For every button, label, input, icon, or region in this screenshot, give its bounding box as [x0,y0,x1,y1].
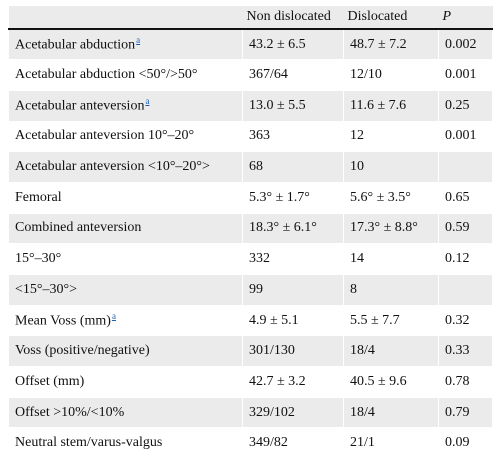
header-empty-cell [8,6,243,30]
row-label: Acetabular anteversion 10°–20° [15,128,195,144]
dislocated-value: 21/1 [343,427,439,460]
p-value: 0.09 [438,427,493,460]
table-row: Acetabular anteversiona 13.0 ± 5.5 11.6 ± … [8,89,493,122]
p-value: 0.59 [438,212,493,245]
dislocated-value: 48.7 ± 7.2 [343,28,439,61]
row-label-cell: Mean Voss (mm)a [8,304,243,337]
dislocated-value: 18/4 [343,335,439,368]
non-dislocated-value: 42.7 ± 3.2 [242,366,344,398]
row-label-cell: Neutral stem/varus-valgus [8,427,243,460]
table-row: Acetabular anteversion 10°–20° 363 12 0.001 [8,120,493,153]
table-row: Voss (positive/negative) 301/130 18/4 0.33 [8,335,493,368]
table-row: Offset (mm) 42.7 ± 3.2 40.5 ± 9.6 0.78 [8,366,493,398]
p-value: 0.001 [438,120,493,153]
non-dislocated-value: 332 [242,243,344,275]
table-row: Femoral 5.3° ± 1.7° 5.6° ± 3.5° 0.65 [8,181,493,214]
row-label-cell: Acetabular abduction <50°/>50° [8,59,243,91]
p-value [438,151,493,183]
row-label-cell: Offset (mm) [8,366,243,398]
dislocated-value: 11.6 ± 7.6 [343,89,439,122]
row-label: <15°–30°> [15,281,77,297]
dislocated-value: 12 [343,120,439,153]
p-value: 0.25 [438,89,493,122]
non-dislocated-value: 68 [242,151,344,183]
non-dislocated-value: 349/82 [242,427,344,460]
p-value: 0.79 [438,396,493,429]
row-label: Acetabular abduction <50°/>50° [15,67,198,83]
row-label: Mean Voss (mm) [15,313,111,329]
table-body: Acetabular abductiona 43.2 ± 6.5 48.7 ± 7.… [8,28,493,460]
p-value: 0.78 [438,366,493,398]
non-dislocated-value: 4.9 ± 5.1 [242,304,344,337]
row-label: Offset (mm) [15,373,85,389]
row-label-cell: Voss (positive/negative) [8,335,243,368]
row-label-cell: Offset >10%/<10% [8,396,243,429]
footnote-link[interactable]: a [136,35,141,46]
dislocated-value: 8 [343,274,439,306]
p-value: 0.002 [438,28,493,61]
dislocated-value: 17.3° ± 8.8° [343,212,439,245]
row-label: Acetabular abduction [15,37,136,53]
row-label: Acetabular anteversion [15,99,145,115]
table-header-row: Non dislocated Dislocated P [8,6,493,30]
p-value: 0.65 [438,181,493,214]
dislocated-value: 5.5 ± 7.7 [343,304,439,337]
table-row: Neutral stem/varus-valgus 349/82 21/1 0.09 [8,427,493,460]
header-non-dislocated: Non dislocated [242,6,344,30]
non-dislocated-value: 367/64 [242,59,344,91]
row-label: Voss (positive/negative) [15,343,150,359]
row-label-cell: Acetabular anteversiona [8,89,243,122]
table-row: Combined anteversion 18.3° ± 6.1° 17.3° ± … [8,212,493,245]
row-label-cell: 15°–30° [8,243,243,275]
dislocated-value: 40.5 ± 9.6 [343,366,439,398]
p-value [438,274,493,306]
p-value: 0.33 [438,335,493,368]
data-table: Non dislocated Dislocated P Acetabular a… [8,6,493,460]
table-row: Acetabular abductiona 43.2 ± 6.5 48.7 ± 7.… [8,28,493,61]
dislocated-value: 5.6° ± 3.5° [343,181,439,214]
non-dislocated-value: 5.3° ± 1.7° [242,181,344,214]
row-label: 15°–30° [15,251,62,267]
data-table-container: Non dislocated Dislocated P Acetabular a… [8,6,493,460]
non-dislocated-value: 13.0 ± 5.5 [242,89,344,122]
dislocated-value: 10 [343,151,439,183]
row-label-cell: Acetabular anteversion <10°–20°> [8,151,243,183]
header-p-value: P [438,6,493,30]
row-label: Acetabular anteversion <10°–20°> [15,159,210,175]
dislocated-value: 14 [343,243,439,275]
non-dislocated-value: 43.2 ± 6.5 [242,28,344,61]
row-label: Offset >10%/<10% [15,404,125,420]
table-row: Mean Voss (mm)a 4.9 ± 5.1 5.5 ± 7.7 0.32 [8,304,493,337]
footnote-link[interactable]: a [111,311,116,322]
dislocated-value: 18/4 [343,396,439,429]
table-row: Offset >10%/<10% 329/102 18/4 0.79 [8,396,493,429]
row-label: Neutral stem/varus-valgus [15,435,163,451]
table-row: Acetabular abduction <50°/>50° 367/64 12/1… [8,59,493,91]
p-value: 0.12 [438,243,493,275]
row-label-cell: <15°–30°> [8,274,243,306]
table-row: Acetabular anteversion <10°–20°> 68 10 [8,151,493,183]
table-row: <15°–30°> 99 8 [8,274,493,306]
row-label-cell: Femoral [8,181,243,214]
p-value: 0.001 [438,59,493,91]
non-dislocated-value: 329/102 [242,396,344,429]
header-dislocated: Dislocated [343,6,439,30]
row-label-cell: Acetabular abductiona [8,28,243,61]
dislocated-value: 12/10 [343,59,439,91]
p-value: 0.32 [438,304,493,337]
non-dislocated-value: 363 [242,120,344,153]
row-label-cell: Acetabular anteversion 10°–20° [8,120,243,153]
table-row: 15°–30° 332 14 0.12 [8,243,493,275]
row-label: Combined anteversion [15,220,142,236]
row-label: Femoral [15,189,62,205]
non-dislocated-value: 18.3° ± 6.1° [242,212,344,245]
row-label-cell: Combined anteversion [8,212,243,245]
non-dislocated-value: 99 [242,274,344,306]
footnote-link[interactable]: a [145,96,150,107]
non-dislocated-value: 301/130 [242,335,344,368]
